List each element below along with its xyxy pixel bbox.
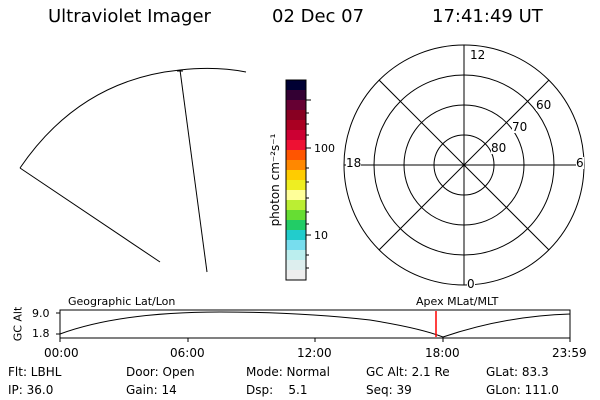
timeline-left-caption: Geographic Lat/Lon	[68, 295, 176, 308]
status-ip: IP: 36.0	[8, 383, 54, 397]
status-seq: Seq: 39	[366, 383, 412, 397]
colorbar-band	[286, 220, 306, 231]
timeline-xtick-1200: 12:00	[297, 346, 332, 360]
colorbar-band	[286, 230, 306, 241]
colorbar-band	[286, 250, 306, 261]
colorbar-tick-10: 10	[314, 229, 328, 242]
geographic-map	[19, 67, 247, 273]
colorbar-ticks	[306, 99, 311, 269]
timeline-xtick-0000: 00:00	[44, 346, 79, 360]
timeline-xtick-1800: 18:00	[425, 346, 460, 360]
colorbar-band	[286, 180, 306, 191]
status-glat: GLat: 83.3	[486, 365, 549, 379]
status-mode: Mode: Normal	[246, 365, 330, 379]
polar-mlt-0: 0	[467, 277, 475, 291]
timeline-xtick-0600: 06:00	[170, 346, 205, 360]
orbit-altitude-curve	[59, 311, 571, 338]
colorbar-unit-label: photon cm⁻²s⁻¹	[268, 133, 282, 227]
date-label: 02 Dec 07	[272, 6, 365, 27]
colorbar-band	[286, 140, 306, 151]
timeline-ytick-high: 9.0	[32, 307, 50, 320]
status-gain: Gain: 14	[126, 383, 177, 397]
polar-lat-80: 80	[491, 141, 507, 155]
colorbar-band	[286, 130, 306, 141]
polar-lat-60: 60	[536, 98, 552, 112]
status-door: Door: Open	[126, 365, 195, 379]
polar-plot	[343, 44, 585, 286]
status-dsp: Dsp: 5.1	[246, 383, 308, 397]
colorbar-band	[286, 90, 306, 101]
timeline-frame	[59, 309, 571, 339]
colorbar-band	[286, 120, 306, 131]
status-filter: Flt: LBHL	[8, 365, 62, 379]
time-label: 17:41:49 UT	[432, 6, 543, 27]
colorbar-band	[286, 80, 306, 91]
status-gc-alt: GC Alt: 2.1 Re	[366, 365, 450, 379]
map-left-edge	[19, 167, 161, 263]
timeline-panel	[56, 309, 571, 342]
colorbar-band	[286, 190, 306, 201]
instrument-title: Ultraviolet Imager	[48, 6, 211, 27]
map-meridian	[179, 69, 208, 273]
colorbar-band	[286, 160, 306, 171]
colorbar-band	[286, 210, 306, 221]
timeline-xtick-2359: 23:59	[552, 346, 587, 360]
timeline-right-caption: Apex MLat/MLT	[416, 295, 499, 308]
colorbar-band	[286, 260, 306, 271]
colorbar-band	[286, 100, 306, 111]
colorbar-tick-100: 100	[314, 142, 335, 155]
colorbar-band	[286, 170, 306, 181]
polar-mlt-12: 12	[470, 48, 486, 62]
polar-mlt-6: 6	[576, 156, 584, 170]
colorbar-band	[286, 200, 306, 211]
colorbar-frame	[285, 79, 307, 281]
colorbar-band	[286, 110, 306, 121]
polar-lat-70: 70	[512, 120, 528, 134]
colorbar	[286, 80, 306, 281]
timeline-y-axis-label: GC Alt	[11, 306, 25, 342]
colorbar-band	[286, 270, 306, 281]
timeline-ytick-low: 1.8	[32, 327, 50, 340]
status-glon: GLon: 111.0	[486, 383, 559, 397]
map-outer-arc	[19, 67, 247, 169]
polar-mlt-18: 18	[346, 156, 362, 170]
colorbar-band	[286, 150, 306, 161]
colorbar-band	[286, 240, 306, 251]
polar-diagonal-2	[378, 79, 550, 251]
